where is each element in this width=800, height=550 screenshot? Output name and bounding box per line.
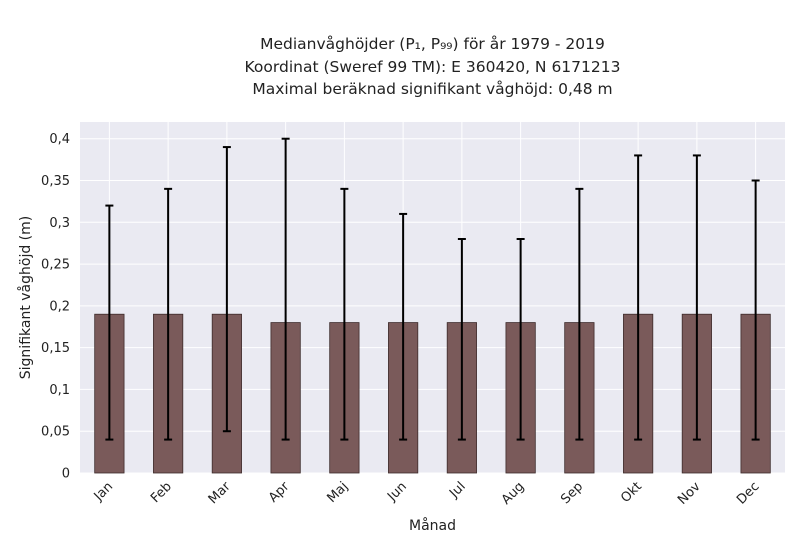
error-bar <box>399 212 408 441</box>
x-tick-label: Jan <box>91 479 116 504</box>
y-tick-label: 0,25 <box>41 258 70 273</box>
x-tick-label: Maj <box>324 479 351 506</box>
error-bar <box>457 238 466 441</box>
x-tick-label: Mar <box>206 479 234 507</box>
y-tick-label: 0,05 <box>41 425 70 440</box>
error-bar <box>634 154 643 441</box>
x-tick-label: Apr <box>266 479 293 506</box>
y-tick-label: 0,15 <box>41 341 70 356</box>
x-tick-label: Jul <box>446 479 468 501</box>
x-axis-ticks: Jan Feb Mar Apr Maj Jun Jul Aug Sep Okt Nov Dec <box>91 479 763 508</box>
error-bars <box>105 137 760 441</box>
x-tick-label: Dec <box>734 479 762 507</box>
y-tick-label: 0,3 <box>49 216 70 231</box>
x-tick-label: Jun <box>384 479 410 505</box>
chart-title-line-1: Medianvåghöjder (P₁, P₉₉) för år 1979 - … <box>260 35 605 53</box>
plot-area <box>80 122 785 473</box>
x-tick-label: Okt <box>618 479 645 506</box>
chart-title-line-3: Maximal beräknad signifikant våghöjd: 0,… <box>252 80 613 98</box>
y-tick-label: 0,35 <box>41 174 70 189</box>
x-tick-label: Aug <box>499 479 528 508</box>
x-axis-label: Månad <box>409 517 456 534</box>
error-bar <box>340 187 349 441</box>
error-bar <box>164 187 173 441</box>
error-bar <box>281 137 290 441</box>
x-tick-label: Sep <box>558 479 586 507</box>
y-tick-label: 0,2 <box>49 299 70 314</box>
error-bar <box>692 154 701 441</box>
y-axis-label: Signifikant våghöjd (m) <box>17 216 34 379</box>
error-bar <box>516 238 525 441</box>
error-bar <box>575 187 584 441</box>
y-axis-ticks: 0 0,05 0,1 0,15 0,2 0,25 0,3 0,35 0,4 <box>41 132 70 481</box>
chart-title-line-2: Koordinat (Sweref 99 TM): E 360420, N 61… <box>244 58 621 76</box>
y-tick-label: 0,4 <box>49 132 70 147</box>
error-bar <box>751 179 760 441</box>
x-tick-label: Feb <box>148 479 175 506</box>
y-tick-label: 0 <box>62 467 70 482</box>
error-bar <box>222 146 231 433</box>
y-tick-label: 0,1 <box>49 383 70 398</box>
x-tick-label: Nov <box>675 479 704 508</box>
error-bar <box>105 204 114 441</box>
